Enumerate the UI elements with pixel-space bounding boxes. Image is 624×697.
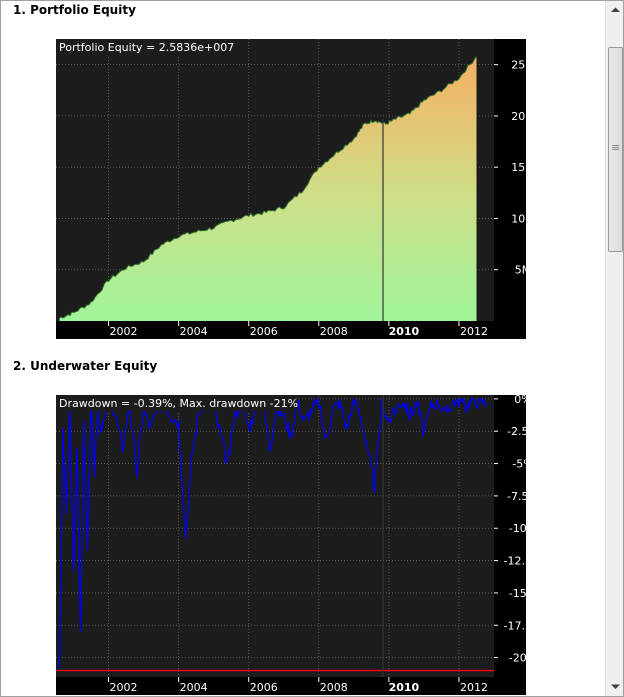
x-tick-label: 2002 — [110, 325, 138, 338]
x-tick-label: 2006 — [250, 325, 278, 338]
x-tick-label: 2004 — [180, 681, 208, 694]
y-tick-label: 20M — [511, 110, 526, 123]
chevron-down-icon — [610, 684, 620, 689]
x-tick-label: 2012 — [460, 681, 488, 694]
y-tick-label: -15% — [509, 587, 526, 600]
equity-line — [59, 56, 477, 319]
plot-area — [56, 395, 494, 677]
y-tick-label: -10% — [509, 522, 526, 535]
scroll-down-button[interactable] — [606, 678, 623, 695]
caption-background — [56, 39, 241, 55]
x-tick-label: 2006 — [250, 681, 278, 694]
y-tick-label: 0% — [514, 395, 526, 406]
grip-line — [612, 147, 619, 148]
equity-section-title: 1. Portfolio Equity — [13, 3, 136, 17]
underwater-equity-chart: 0%-2.5%-5%-7.5%-10%-12.5%-15%-17.5%-20% … — [56, 395, 526, 695]
grip-line — [612, 149, 619, 150]
scroll-up-button[interactable] — [606, 1, 623, 18]
x-tick-label: 2002 — [110, 681, 138, 694]
x-tick-label: 2010 — [389, 681, 420, 694]
y-tick-label: 25M — [511, 59, 526, 72]
x-tick-label: 2008 — [320, 325, 348, 338]
drawdown-caption: Drawdown = -0.39%, Max. drawdown -21% — [59, 397, 298, 410]
x-tick-label: 2004 — [180, 325, 208, 338]
scroll-thumb[interactable] — [608, 47, 623, 252]
grip-line — [612, 145, 619, 146]
y-tick-label: 10M — [511, 212, 526, 225]
y-tick-label: -2.5% — [507, 425, 526, 438]
underwater-section-title: 2. Underwater Equity — [13, 359, 158, 373]
portfolio-equity-chart: 5M10M15M20M25M 200220042006200820102012 … — [56, 39, 526, 339]
y-tick-label: -5% — [512, 458, 526, 471]
y-tick-label: -7.5% — [507, 490, 526, 503]
x-tick-label: 2012 — [460, 325, 488, 338]
y-tick-label: -17.5% — [504, 619, 526, 632]
y-tick-label: -12.5% — [504, 555, 526, 568]
x-tick-label: 2008 — [320, 681, 348, 694]
y-tick-label: -20% — [509, 652, 526, 665]
y-tick-label: 15M — [511, 161, 526, 174]
chevron-up-icon — [610, 7, 620, 12]
drawdown-line — [58, 396, 488, 671]
y-tick-label: 5M — [515, 264, 526, 277]
vertical-scrollbar[interactable] — [605, 1, 623, 696]
equity-caption: Portfolio Equity = 2.5836e+007 — [59, 41, 234, 54]
x-tick-label: 2010 — [389, 325, 420, 338]
caption-background — [56, 395, 294, 411]
